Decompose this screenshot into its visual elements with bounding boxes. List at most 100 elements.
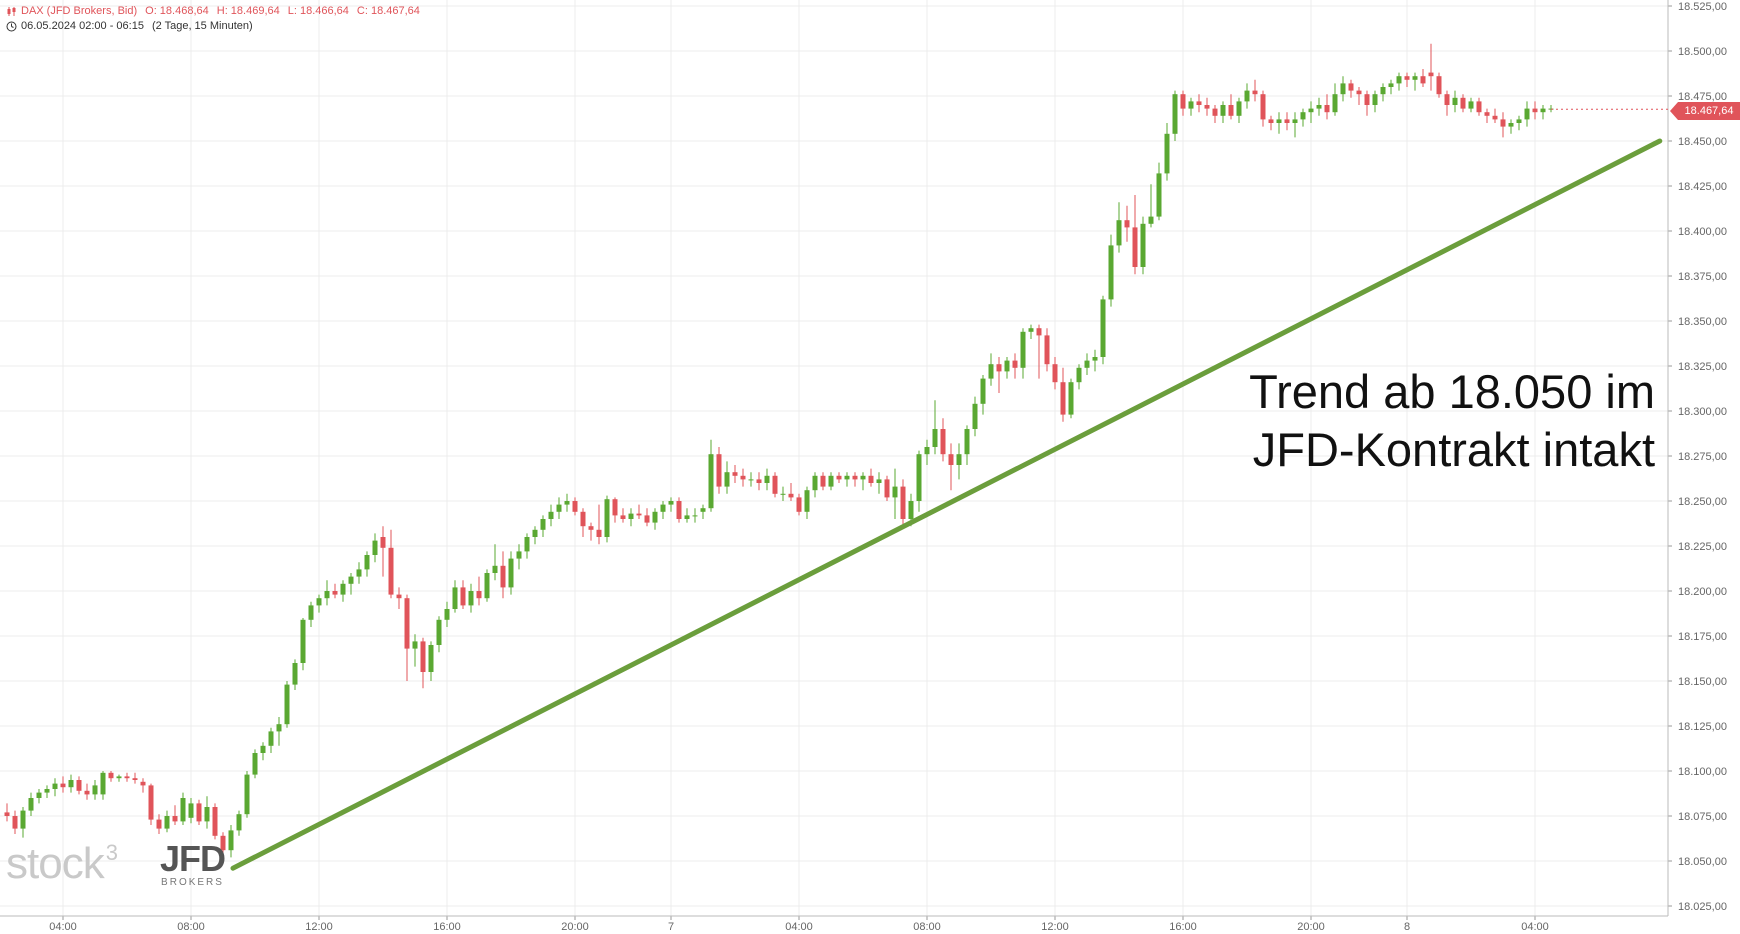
candle xyxy=(1372,90,1378,113)
candle xyxy=(20,807,26,838)
candle xyxy=(1228,94,1234,120)
candle xyxy=(1092,349,1098,372)
candle-body xyxy=(996,364,1002,372)
candle-body xyxy=(1540,108,1546,113)
candle-body xyxy=(764,475,770,483)
candle xyxy=(508,551,514,595)
trend-annotation: Trend ab 18.050 im JFD-Kontrakt intakt xyxy=(1240,363,1655,479)
candle-body xyxy=(892,486,898,498)
candle xyxy=(1076,364,1082,390)
y-tick-label: 18.425,00 xyxy=(1678,181,1727,193)
stock3-logo-text: stock xyxy=(6,839,105,888)
candle xyxy=(92,780,98,800)
y-tick-label: 18.125,00 xyxy=(1678,721,1727,733)
candle-body xyxy=(1492,115,1498,120)
trendline[interactable] xyxy=(230,138,1663,871)
candle-body xyxy=(1236,101,1242,116)
candle-series xyxy=(4,43,1554,858)
candle xyxy=(780,486,786,501)
candle xyxy=(300,618,306,671)
candle xyxy=(900,479,906,527)
candle-body xyxy=(324,591,330,599)
candle-body xyxy=(332,591,338,595)
candle-body xyxy=(812,475,818,491)
candle-body xyxy=(164,816,170,829)
candle-body xyxy=(196,803,202,822)
candle xyxy=(356,562,362,584)
candle xyxy=(1188,97,1194,116)
candle xyxy=(124,772,130,782)
candle-body xyxy=(1076,367,1082,383)
candle-body xyxy=(1324,105,1330,113)
candle xyxy=(412,634,418,667)
candle-body xyxy=(780,493,786,495)
candle xyxy=(364,551,370,577)
candle-body xyxy=(444,609,450,620)
ohlc-close: C: 18.467,64 xyxy=(356,5,420,17)
candle-body xyxy=(468,591,474,606)
y-tick-label: 18.200,00 xyxy=(1678,586,1727,598)
candle-body xyxy=(44,789,50,793)
candle-body xyxy=(1420,76,1426,84)
candle-body xyxy=(700,508,706,512)
candle-body xyxy=(884,479,890,498)
candle xyxy=(1180,90,1186,116)
candle-body xyxy=(1204,105,1210,109)
candle-body xyxy=(1220,105,1226,116)
candle-body xyxy=(652,511,658,523)
candle xyxy=(132,772,138,784)
candle xyxy=(1316,97,1322,116)
jfd-logo: JFD BROKERS xyxy=(160,840,226,888)
candle-body xyxy=(1276,119,1282,123)
candle-body xyxy=(1364,94,1370,105)
candle-body xyxy=(1084,360,1090,368)
period-line: 06.05.2024 02:00 - 06:15 (2 Tage, 15 Min… xyxy=(6,19,424,34)
candle-body xyxy=(172,816,178,822)
jfd-logo-subtext: BROKERS xyxy=(161,877,224,888)
candle-body xyxy=(604,499,610,537)
candle-body xyxy=(1348,83,1354,91)
candle xyxy=(572,497,578,516)
x-tick-label: 12:00 xyxy=(1041,921,1069,933)
candle xyxy=(628,508,634,527)
candle-body xyxy=(1132,227,1138,267)
candle xyxy=(604,495,610,543)
candle xyxy=(1532,101,1538,120)
candle xyxy=(60,776,66,793)
candle-body xyxy=(1372,94,1378,105)
candle-body xyxy=(1164,133,1170,174)
candle xyxy=(100,771,106,800)
candle-body xyxy=(20,810,26,829)
candle-body xyxy=(900,486,906,519)
candle xyxy=(1340,76,1346,102)
candle xyxy=(636,504,642,519)
candle-body xyxy=(316,598,322,606)
candle-body xyxy=(1196,101,1202,105)
candle xyxy=(980,375,986,415)
candle-body xyxy=(1412,76,1418,80)
candle xyxy=(116,774,122,782)
candle xyxy=(1044,328,1050,372)
candle xyxy=(1028,324,1034,339)
candlestick-icon xyxy=(7,7,16,16)
candle-body xyxy=(708,454,714,509)
candle xyxy=(1172,90,1178,141)
candle-body xyxy=(292,663,298,685)
candle-body xyxy=(1316,105,1322,109)
candle xyxy=(444,601,450,627)
candle-body xyxy=(860,475,866,480)
candle-body xyxy=(1332,94,1338,113)
candle xyxy=(700,504,706,519)
candle-body xyxy=(556,504,562,512)
candle xyxy=(812,472,818,498)
candle xyxy=(1292,112,1298,138)
x-tick-label: 04:00 xyxy=(49,921,77,933)
candle-body xyxy=(596,529,602,537)
candle-body xyxy=(108,772,114,779)
candle xyxy=(460,580,466,609)
candle xyxy=(556,497,562,519)
candle xyxy=(588,522,594,541)
candle-body xyxy=(500,565,506,588)
